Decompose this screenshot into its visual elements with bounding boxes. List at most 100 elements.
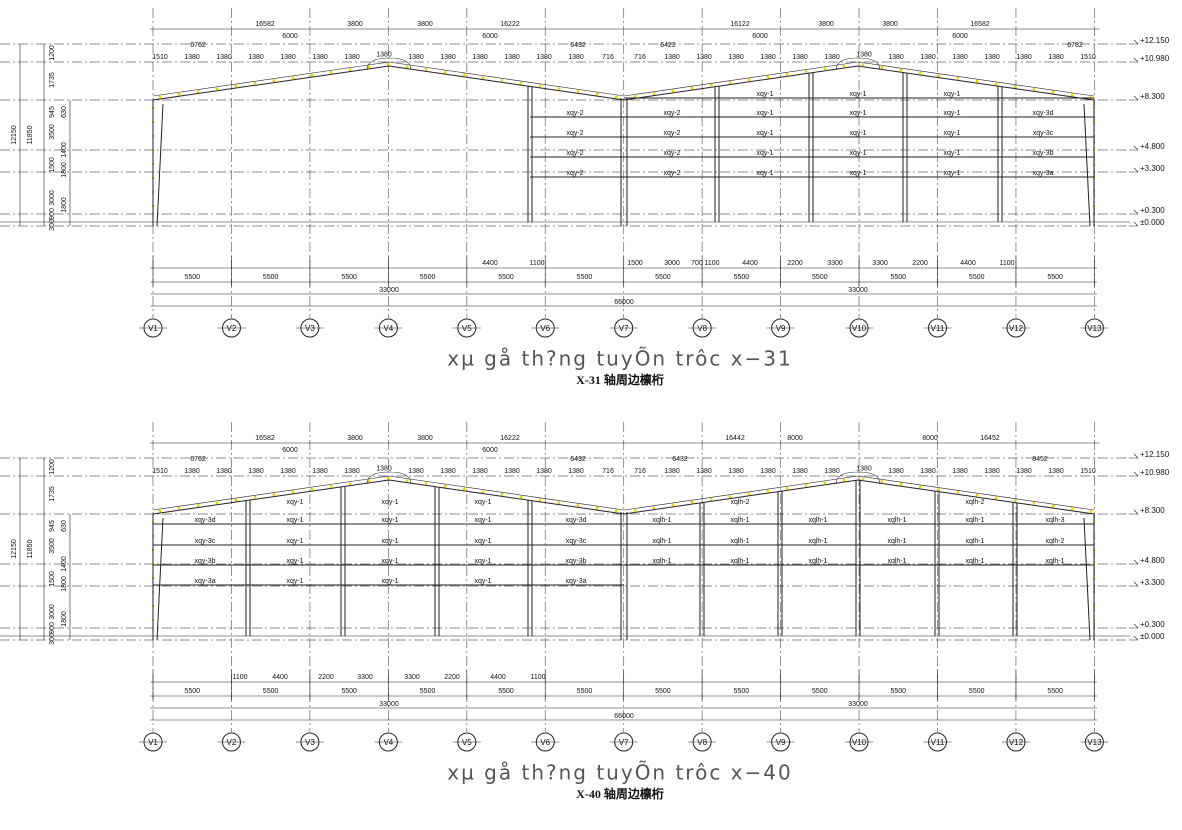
level-label: +12.150 <box>1140 36 1170 45</box>
purlin-dim: 1380 <box>920 468 936 475</box>
purlin-dot <box>367 65 371 69</box>
purlin-dot <box>614 509 618 513</box>
purlin-dot <box>481 76 485 79</box>
purlin-dot <box>842 64 846 68</box>
purlin-dot <box>652 92 656 96</box>
purlin-dim: 1380 <box>856 52 872 59</box>
axis-label: V5 <box>462 324 472 333</box>
total-dim: 66000 <box>614 299 634 306</box>
purlin-dot <box>671 89 675 93</box>
drawing-subtitle: X-31 轴周边檩桁 <box>576 372 664 387</box>
member-label: xqlh-1 <box>1045 558 1064 565</box>
purlin-dim: 1380 <box>568 54 584 61</box>
level-mark <box>1130 57 1139 63</box>
purlin-dim: 1380 <box>824 54 840 61</box>
purlin-dot <box>177 92 181 96</box>
axis-label: V12 <box>1009 738 1024 747</box>
column <box>902 72 908 222</box>
purlin-dim: 716 <box>602 468 614 475</box>
purlin-dim: 1380 <box>248 468 264 475</box>
purlin-dot <box>918 485 922 489</box>
purlin-dot <box>253 495 257 499</box>
level-label: +8.300 <box>1140 506 1165 515</box>
member-label: xqy-2 <box>566 110 583 117</box>
member-label: xqy-1 <box>756 91 773 98</box>
member-label: xqy-3b <box>194 558 215 565</box>
purlin-dot <box>690 86 694 90</box>
left-dim: 630 <box>61 106 68 118</box>
purlin-dot <box>405 65 409 69</box>
bay-dim: 5500 <box>263 274 279 281</box>
purlin-dim: 1510 <box>1080 468 1096 475</box>
partial-dim: 1100 <box>999 260 1014 267</box>
axis-label: V8 <box>697 738 707 747</box>
member-label: xqlh-1 <box>652 558 671 565</box>
purlin-dot <box>291 490 295 494</box>
purlin-dot <box>500 492 504 496</box>
purlin-dot <box>994 496 998 500</box>
column <box>152 514 164 641</box>
purlin-dim: 1380 <box>408 54 424 61</box>
member-label: xqlh-1 <box>887 558 906 565</box>
bay-dim: 5500 <box>1047 274 1063 281</box>
partial-dim: 1100 <box>232 674 247 681</box>
partial-dim: 2200 <box>912 260 928 267</box>
ridge-vent <box>835 471 881 485</box>
bay-dim: 5500 <box>184 274 200 281</box>
purlin-dim: 1380 <box>1048 468 1064 475</box>
left-dim: 1200 <box>49 45 56 61</box>
bay-dim: 5500 <box>969 688 985 695</box>
column <box>434 486 440 636</box>
purlin-dim: 1380 <box>312 54 328 61</box>
top-dim: 6000 <box>482 447 498 454</box>
member-label: xqlh-1 <box>730 558 749 565</box>
purlin-dim: 1380 <box>1016 468 1032 475</box>
purlin-dot <box>443 70 447 74</box>
purlin-dot <box>253 81 257 85</box>
purlin-dot <box>956 77 960 80</box>
axis-label: V7 <box>619 738 629 747</box>
purlin-dot <box>614 95 618 99</box>
half-dim: 33000 <box>848 287 868 294</box>
member-label: xqlh-1 <box>965 517 984 524</box>
purlin-dim: 1380 <box>984 468 1000 475</box>
purlin-dot <box>671 503 675 507</box>
left-dim: 11850 <box>27 539 34 558</box>
purlin-dot <box>291 76 295 80</box>
member-label: xqy-1 <box>474 538 491 545</box>
purlin-dim: 1380 <box>408 468 424 475</box>
column <box>699 502 705 636</box>
axis-label: V6 <box>540 738 550 747</box>
member-label: xqy-1 <box>381 517 398 524</box>
purlin-dim: 1380 <box>696 54 712 61</box>
member-label: xqy-3d <box>565 517 586 524</box>
purlin-dim: 716 <box>634 54 646 61</box>
purlin-dot <box>1051 90 1055 94</box>
member-label: xqy-3a <box>565 578 586 585</box>
partial-dim: 3300 <box>357 674 373 681</box>
level-mark <box>1130 95 1139 101</box>
purlin-dot <box>576 89 580 93</box>
purlin-dot <box>557 501 561 504</box>
purlin-dot <box>367 479 371 483</box>
purlin-dim: 1380 <box>792 468 808 475</box>
purlin-dim: 1380 <box>440 468 456 475</box>
half-dim: 33000 <box>379 287 399 294</box>
purlin-dot <box>1013 499 1017 503</box>
member-label: xqlh-1 <box>965 538 984 545</box>
member-label: xqlh-2 <box>730 499 749 506</box>
column <box>620 512 628 640</box>
axis-label: V3 <box>305 324 315 333</box>
axis-label: V1 <box>148 324 158 333</box>
top-dim: 6432 <box>672 456 688 463</box>
bay-dim: 5500 <box>812 274 828 281</box>
elevation: +12.150 +10.980 +8.300 +4.800 +3.300 +0.300 ±0… <box>0 422 1170 801</box>
purlin-dot <box>975 493 979 497</box>
top-dim: 16582 <box>255 435 275 442</box>
top-dim: 3800 <box>417 21 433 28</box>
column <box>1083 100 1095 227</box>
column <box>934 491 940 636</box>
column <box>245 500 251 636</box>
purlin-dot <box>443 484 447 488</box>
